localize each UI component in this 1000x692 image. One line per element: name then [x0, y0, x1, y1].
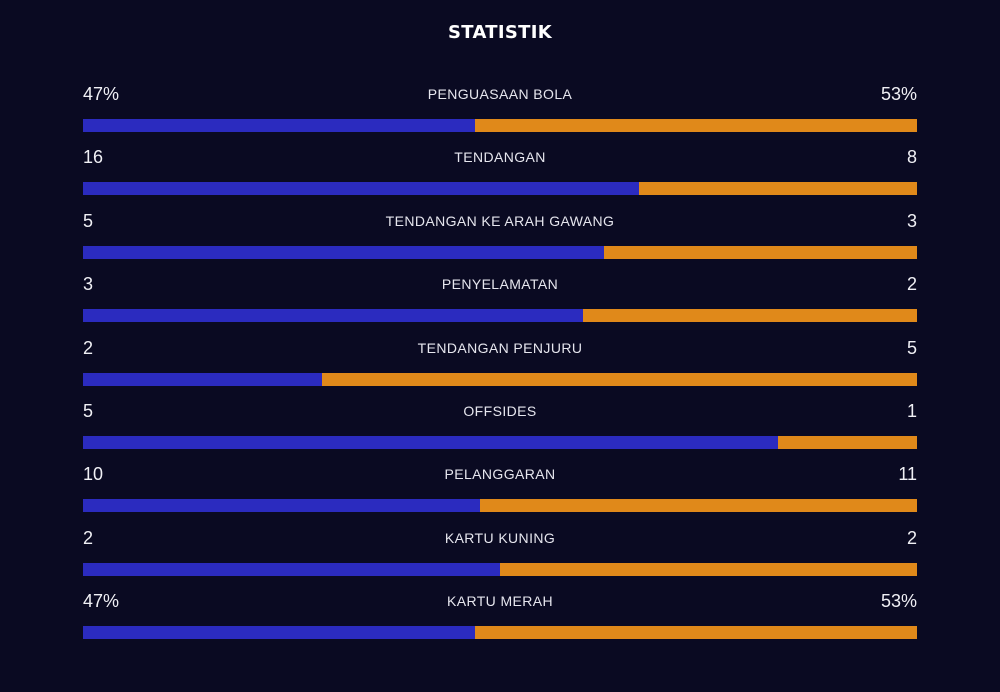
stat-row: 5 OFFSIDES 1 [83, 397, 917, 460]
stat-label: KARTU KUNING [444, 529, 556, 546]
away-bar-segment [479, 499, 917, 513]
away-value: 8 [906, 147, 917, 168]
away-value: 1 [906, 400, 917, 421]
comparison-bar [83, 562, 917, 576]
home-bar-segment [83, 499, 480, 513]
stat-row: 2 KARTU KUNING 2 [83, 524, 917, 587]
home-value: 47% [83, 84, 120, 104]
home-value: 5 [83, 400, 94, 421]
stat-label: OFFSIDES [463, 402, 537, 419]
stat-row: 10 PELANGGARAN 11 [83, 460, 917, 523]
stat-row: 47% KARTU MERAH 53% [83, 587, 917, 650]
home-bar-segment [83, 182, 640, 196]
away-value: 53% [880, 84, 917, 104]
home-value: 16 [83, 147, 104, 168]
away-value: 11 [898, 464, 917, 485]
away-bar-segment [777, 435, 917, 449]
comparison-bar [83, 309, 917, 323]
comparison-bar [83, 626, 917, 640]
comparison-bar [83, 435, 917, 449]
away-bar-segment [583, 309, 917, 323]
stat-row: 16 TENDANGAN 8 [83, 143, 917, 206]
away-value: 5 [906, 337, 917, 358]
away-bar-segment [321, 372, 917, 386]
away-bar-segment [604, 245, 917, 259]
comparison-bar [83, 182, 917, 196]
stat-label: PENYELAMATAN [441, 276, 559, 293]
home-value: 10 [83, 464, 104, 485]
stat-row: 3 PENYELAMATAN 2 [83, 270, 917, 333]
home-bar-segment [83, 119, 475, 132]
home-bar-segment [83, 435, 778, 449]
home-value: 5 [83, 210, 94, 231]
stat-row: 2 TENDANGAN PENJURU 5 [83, 334, 917, 397]
away-bar-segment [474, 119, 917, 132]
away-bar-segment [639, 182, 917, 196]
stat-label: TENDANGAN [454, 149, 546, 166]
away-value: 3 [906, 210, 917, 231]
home-bar-segment [83, 562, 500, 576]
away-bar-segment [500, 562, 917, 576]
panel-title: STATISTIK [448, 22, 552, 43]
stat-row: 5 TENDANGAN KE ARAH GAWANG 3 [83, 207, 917, 270]
away-value: 2 [906, 527, 917, 548]
home-value: 3 [83, 274, 94, 295]
comparison-bar [83, 499, 917, 513]
home-bar-segment [83, 309, 584, 323]
home-value: 47% [83, 591, 120, 612]
stat-label: TENDANGAN KE ARAH GAWANG [385, 212, 615, 229]
away-value: 2 [906, 274, 917, 295]
home-value: 2 [83, 337, 94, 358]
comparison-bar [83, 119, 917, 132]
away-value: 53% [880, 591, 917, 612]
stat-label: PENGUASAAN BOLA [427, 86, 573, 102]
home-value: 2 [83, 527, 94, 548]
stat-label: PELANGGARAN [444, 466, 556, 483]
stat-label: TENDANGAN PENJURU [417, 339, 583, 356]
home-bar-segment [83, 372, 322, 386]
stat-label: KARTU MERAH [446, 593, 554, 610]
comparison-bar [83, 372, 917, 386]
stats-list: 47% PENGUASAAN BOLA 53% 16 TENDANGAN 8 5 TENDAN… [83, 80, 917, 651]
comparison-bar [83, 245, 917, 259]
home-bar-segment [83, 245, 605, 259]
home-bar-segment [83, 626, 475, 640]
stat-row: 47% PENGUASAAN BOLA 53% [83, 80, 917, 143]
away-bar-segment [474, 626, 917, 640]
